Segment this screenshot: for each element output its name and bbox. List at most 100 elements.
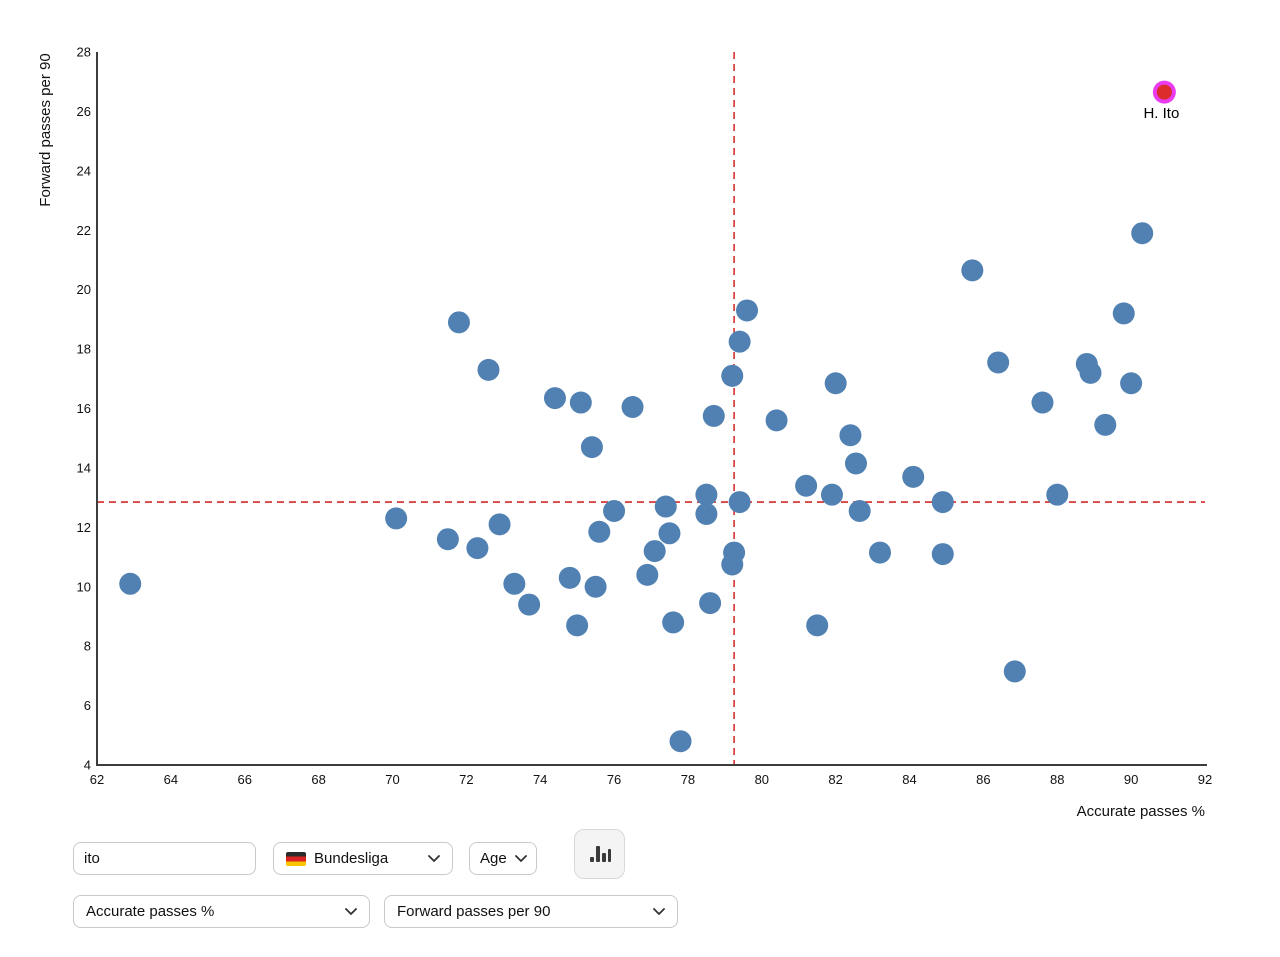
y-tick-label: 18 <box>77 342 91 357</box>
y-tick-label: 16 <box>77 401 91 416</box>
data-point[interactable] <box>588 520 611 543</box>
scatter-plot-canvas: 62 64 66 68 70 72 74 76 78 80 82 84 86 88 90 9246810121… <box>37 45 1212 821</box>
data-point[interactable] <box>848 499 871 522</box>
data-point[interactable] <box>1131 222 1154 245</box>
data-point[interactable] <box>636 563 659 586</box>
x-tick-label: 70 <box>385 772 399 787</box>
age-select[interactable]: Age <box>469 842 537 875</box>
data-point[interactable] <box>1046 483 1069 506</box>
y-tick-label: 14 <box>77 460 91 475</box>
data-point[interactable] <box>580 436 603 459</box>
chevron-down-icon <box>653 907 665 916</box>
data-point[interactable] <box>119 572 142 595</box>
data-point[interactable] <box>736 299 759 322</box>
chevron-down-icon <box>345 907 357 916</box>
data-point[interactable] <box>518 593 541 616</box>
y-metric-select-value: Forward passes per 90 <box>397 903 551 920</box>
data-point[interactable] <box>543 387 566 410</box>
data-point[interactable] <box>558 566 581 589</box>
data-point[interactable] <box>488 513 511 536</box>
data-point[interactable] <box>566 614 589 637</box>
germany-flag-icon <box>286 851 306 866</box>
data-point[interactable] <box>477 358 500 381</box>
y-tick-label: 26 <box>77 104 91 119</box>
data-point[interactable] <box>695 483 718 506</box>
data-point[interactable] <box>658 522 681 545</box>
x-tick-label: 92 <box>1198 772 1212 787</box>
data-point[interactable] <box>765 409 788 432</box>
data-point[interactable] <box>931 491 954 514</box>
x-tick-label: 84 <box>902 772 916 787</box>
data-point[interactable] <box>1079 361 1102 384</box>
data-point[interactable] <box>643 540 666 563</box>
data-point[interactable] <box>436 528 459 551</box>
data-point[interactable] <box>695 502 718 525</box>
chevron-down-icon <box>514 854 527 863</box>
league-select-label: Bundesliga <box>314 850 389 867</box>
data-point[interactable] <box>569 391 592 414</box>
data-point[interactable] <box>721 553 744 576</box>
x-metric-select[interactable]: Accurate passes % <box>73 895 370 928</box>
data-point[interactable] <box>902 465 925 488</box>
data-point[interactable] <box>931 543 954 566</box>
data-point[interactable] <box>503 572 526 595</box>
y-tick-label: 12 <box>77 520 91 535</box>
x-tick-label: 76 <box>607 772 621 787</box>
data-point[interactable] <box>721 364 744 387</box>
data-point[interactable] <box>1031 391 1054 414</box>
data-point[interactable] <box>654 495 677 518</box>
data-point[interactable] <box>868 541 891 564</box>
data-point[interactable] <box>728 491 751 514</box>
x-tick-label: 72 <box>459 772 473 787</box>
x-tick-label: 74 <box>533 772 547 787</box>
age-select-label: Age <box>480 850 507 867</box>
data-point[interactable] <box>1112 302 1135 325</box>
scatter-chart: 62 64 66 68 70 72 74 76 78 80 82 84 86 88 90 92 4 6 8 10 12 1… <box>37 45 1212 821</box>
data-point[interactable] <box>987 351 1010 374</box>
y-tick-label: 24 <box>77 163 91 178</box>
data-point[interactable] <box>1094 413 1117 436</box>
y-metric-select[interactable]: Forward passes per 90 <box>384 895 678 928</box>
data-point[interactable] <box>820 483 843 506</box>
chevron-down-icon <box>428 854 440 863</box>
data-point[interactable] <box>584 575 607 598</box>
x-metric-select-value: Accurate passes % <box>86 903 215 920</box>
search-input[interactable] <box>73 842 256 875</box>
x-tick-label: 68 <box>311 772 325 787</box>
data-point[interactable] <box>795 474 818 497</box>
y-tick-label: 8 <box>84 639 91 654</box>
x-tick-label: 80 <box>755 772 769 787</box>
highlighted-point-label: H. Ito <box>1143 105 1179 122</box>
data-point[interactable] <box>839 424 862 447</box>
data-point[interactable] <box>824 372 847 395</box>
data-point[interactable] <box>621 396 644 419</box>
y-tick-label: 28 <box>77 45 91 60</box>
data-point[interactable] <box>662 611 685 634</box>
data-point[interactable] <box>728 330 751 353</box>
x-tick-label: 66 <box>237 772 251 787</box>
data-point[interactable] <box>806 614 829 637</box>
data-point[interactable] <box>385 507 408 530</box>
y-tick-label: 20 <box>77 282 91 297</box>
x-tick-label: 90 <box>1124 772 1138 787</box>
data-point[interactable] <box>669 730 692 753</box>
data-point[interactable] <box>603 499 626 522</box>
data-point[interactable] <box>844 452 867 475</box>
data-point[interactable] <box>961 259 984 282</box>
data-point[interactable] <box>699 592 722 615</box>
league-select[interactable]: Bundesliga <box>273 842 453 875</box>
y-axis-title: Forward passes per 90 <box>37 53 54 206</box>
data-point[interactable] <box>702 404 725 427</box>
data-point[interactable] <box>1003 660 1026 683</box>
highlighted-point[interactable] <box>1156 84 1172 100</box>
data-point[interactable] <box>1120 372 1143 395</box>
x-tick-label: 82 <box>828 772 842 787</box>
data-point[interactable] <box>447 311 470 334</box>
x-axis-title: Accurate passes % <box>1077 803 1205 820</box>
data-point[interactable] <box>466 537 489 560</box>
chart-type-button[interactable] <box>574 829 625 879</box>
x-tick-label: 62 <box>90 772 104 787</box>
y-tick-label: 4 <box>84 758 91 773</box>
y-tick-label: 22 <box>77 223 91 238</box>
x-tick-label: 88 <box>1050 772 1064 787</box>
